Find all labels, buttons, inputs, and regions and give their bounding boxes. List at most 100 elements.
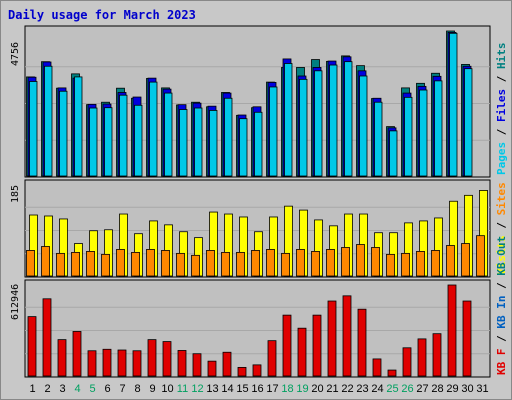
bottom-max-label: 612946 — [10, 284, 21, 320]
sites-bar — [221, 251, 230, 277]
x-tick-label: 12 — [191, 383, 203, 395]
kb-bar — [357, 308, 367, 377]
sites-bar — [56, 252, 65, 277]
kb-bar — [447, 284, 457, 377]
legend-item: Pages — [495, 142, 508, 175]
legend-item: Visits — [495, 235, 508, 275]
x-tick-label: 28 — [431, 383, 443, 395]
kb-bar — [342, 295, 352, 377]
sites-bar — [341, 247, 350, 277]
sites-bar — [86, 251, 95, 277]
legend-item: Hits — [495, 43, 508, 70]
x-tick-label: 21 — [326, 383, 338, 395]
kb-bar — [312, 314, 322, 377]
top-max-label: 4756 — [10, 42, 21, 66]
legend-item: KB Out — [495, 236, 508, 276]
pages-bar — [404, 96, 413, 177]
sites-bar — [206, 250, 215, 277]
kb-bar — [372, 358, 382, 377]
kb-bar — [27, 316, 37, 377]
sites-bar — [461, 243, 470, 277]
kb-bar — [42, 298, 52, 377]
kb-bar — [327, 300, 337, 377]
kb-bar — [147, 339, 157, 377]
x-tick-label: 2 — [44, 383, 50, 395]
kb-bar — [267, 340, 277, 377]
pages-bar — [269, 86, 278, 177]
sites-bar — [131, 251, 140, 277]
legend-item: KB F — [495, 349, 508, 376]
legend-separator: / — [495, 215, 508, 235]
sites-bar — [161, 250, 170, 277]
pages-bar — [374, 101, 383, 177]
sites-bar — [311, 251, 320, 277]
sites-bar — [71, 251, 80, 277]
sites-bar — [41, 246, 50, 277]
x-tick-label: 17 — [266, 383, 278, 395]
legend-0: Pages / Files / Hits — [495, 43, 508, 176]
x-tick-label: 30 — [461, 383, 473, 395]
x-tick-label: 29 — [446, 383, 458, 395]
x-tick-label: 7 — [119, 383, 125, 395]
x-tick-label: 25 — [386, 383, 398, 395]
x-tick-label: 10 — [161, 383, 173, 395]
sites-bar — [26, 250, 35, 277]
sites-bar — [281, 252, 290, 277]
pages-bar — [389, 130, 398, 177]
pages-bar — [164, 92, 173, 177]
x-tick-label: 23 — [356, 383, 368, 395]
pages-bar — [29, 81, 38, 177]
x-tick-label: 4 — [74, 383, 80, 395]
sites-bar — [371, 247, 380, 277]
x-tick-label: 26 — [401, 383, 413, 395]
pages-bar — [149, 81, 158, 177]
pages-bar — [194, 107, 203, 177]
kb-bar — [297, 327, 307, 377]
legend-item: Sites — [495, 182, 508, 215]
x-tick-label: 24 — [371, 383, 383, 395]
kb-bar — [417, 338, 427, 377]
kb-bar — [222, 351, 232, 377]
pages-bar — [239, 118, 248, 177]
pages-bar — [449, 32, 458, 177]
legend-item: KB In — [495, 296, 508, 329]
x-tick-label: 27 — [416, 383, 428, 395]
kb-bar — [132, 350, 142, 377]
kb-bar — [87, 350, 97, 377]
x-tick-label: 8 — [134, 383, 140, 395]
legend-2: KB F / KB In / KB Out — [495, 236, 508, 375]
kb-bar — [207, 360, 217, 377]
kb-bar — [102, 348, 112, 377]
kb-bar — [402, 347, 412, 377]
sites-bar — [191, 254, 200, 277]
pages-bar — [359, 75, 368, 177]
pages-bar — [434, 80, 443, 177]
sites-bar — [236, 251, 245, 277]
pages-bar — [224, 97, 233, 177]
kb-bar — [117, 349, 127, 377]
sites-bar — [416, 251, 425, 277]
legend-separator: / — [495, 276, 508, 296]
x-tick-label: 13 — [206, 383, 218, 395]
pages-bar — [209, 110, 218, 177]
x-tick-labels: 1 2 3 4 5 6 7 8 9 10 11 12 13 14 15 16 17 18 19 20 21 22 23 24 2… — [29, 383, 488, 395]
legend-1: Visits / Sites — [495, 182, 508, 275]
legend-separator: / — [495, 122, 508, 142]
x-tick-label: 22 — [341, 383, 353, 395]
x-tick-label: 3 — [59, 383, 65, 395]
sites-bar — [146, 249, 155, 277]
sites-bar — [251, 250, 260, 277]
x-tick-label: 15 — [236, 383, 248, 395]
x-tick-label: 11 — [177, 383, 188, 395]
sites-bar — [296, 249, 305, 277]
pages-bar — [329, 64, 338, 177]
sites-bar — [266, 249, 275, 277]
pages-bar — [344, 61, 353, 177]
x-tick-label: 18 — [281, 383, 293, 395]
x-tick-label: 19 — [296, 383, 308, 395]
pages-bar — [89, 107, 98, 177]
kb-bar — [237, 366, 247, 377]
pages-bar — [44, 65, 53, 177]
